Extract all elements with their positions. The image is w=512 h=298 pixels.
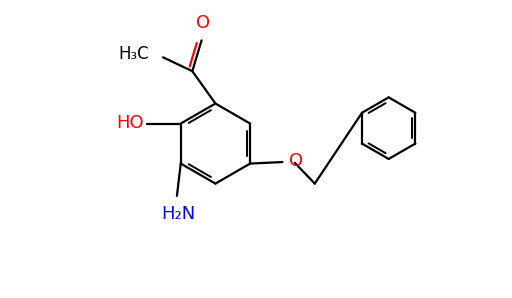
Text: H₂N: H₂N	[161, 205, 196, 223]
Text: H₃C: H₃C	[119, 45, 149, 63]
Text: O: O	[196, 14, 210, 32]
Text: HO: HO	[116, 114, 144, 132]
Text: O: O	[289, 152, 303, 170]
